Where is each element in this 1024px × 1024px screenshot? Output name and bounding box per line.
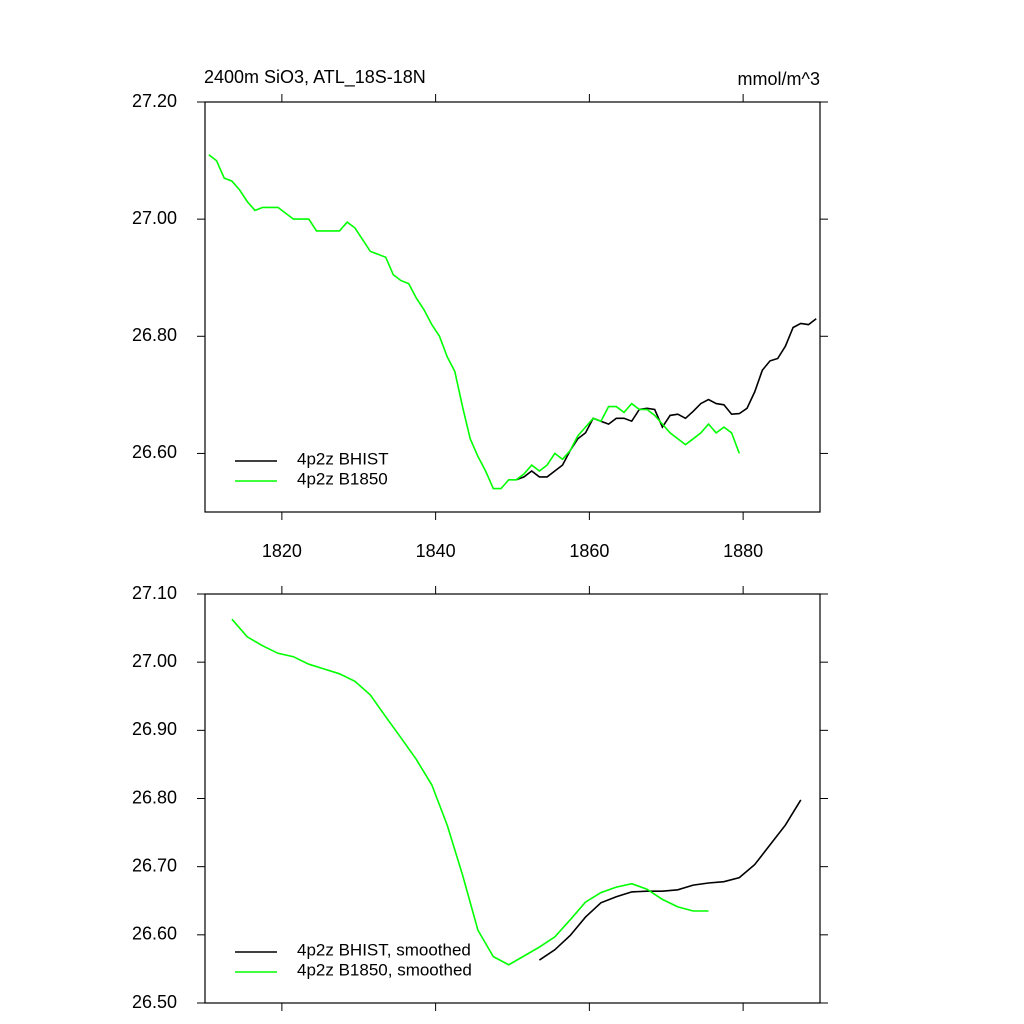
series-line [231, 618, 709, 966]
series-line [516, 318, 817, 481]
y-tick-label: 26.80 [132, 325, 177, 345]
y-tick-label: 27.00 [132, 208, 177, 228]
plot-frame [204, 101, 821, 513]
x-tick-label: 1880 [723, 541, 763, 561]
y-tick-label: 27.00 [132, 651, 177, 671]
y-tick-label: 27.10 [132, 583, 177, 603]
chart-title: 2400m SiO3, ATL_18S-18N [204, 67, 426, 88]
x-tick-label: 1840 [416, 541, 456, 561]
y-tick-label: 26.80 [132, 787, 177, 807]
y-tick-label: 26.60 [132, 442, 177, 462]
legend-label: 4p2z BHIST, smoothed [297, 940, 471, 959]
x-tick-label: 1860 [569, 541, 609, 561]
legend-label: 4p2z B1850, smoothed [297, 960, 472, 979]
legend-label: 4p2z B1850 [297, 469, 388, 488]
y-tick-label: 26.60 [132, 924, 177, 944]
y-tick-label: 26.70 [132, 855, 177, 875]
legend-label: 4p2z BHIST [297, 449, 389, 468]
y-tick-label: 26.50 [132, 992, 177, 1012]
x-tick-label: 1820 [262, 541, 302, 561]
y-tick-label: 26.90 [132, 719, 177, 739]
units-label: mmol/m^3 [738, 69, 820, 89]
series-line [538, 799, 802, 961]
series-line [208, 154, 741, 490]
y-tick-label: 27.20 [132, 91, 177, 111]
